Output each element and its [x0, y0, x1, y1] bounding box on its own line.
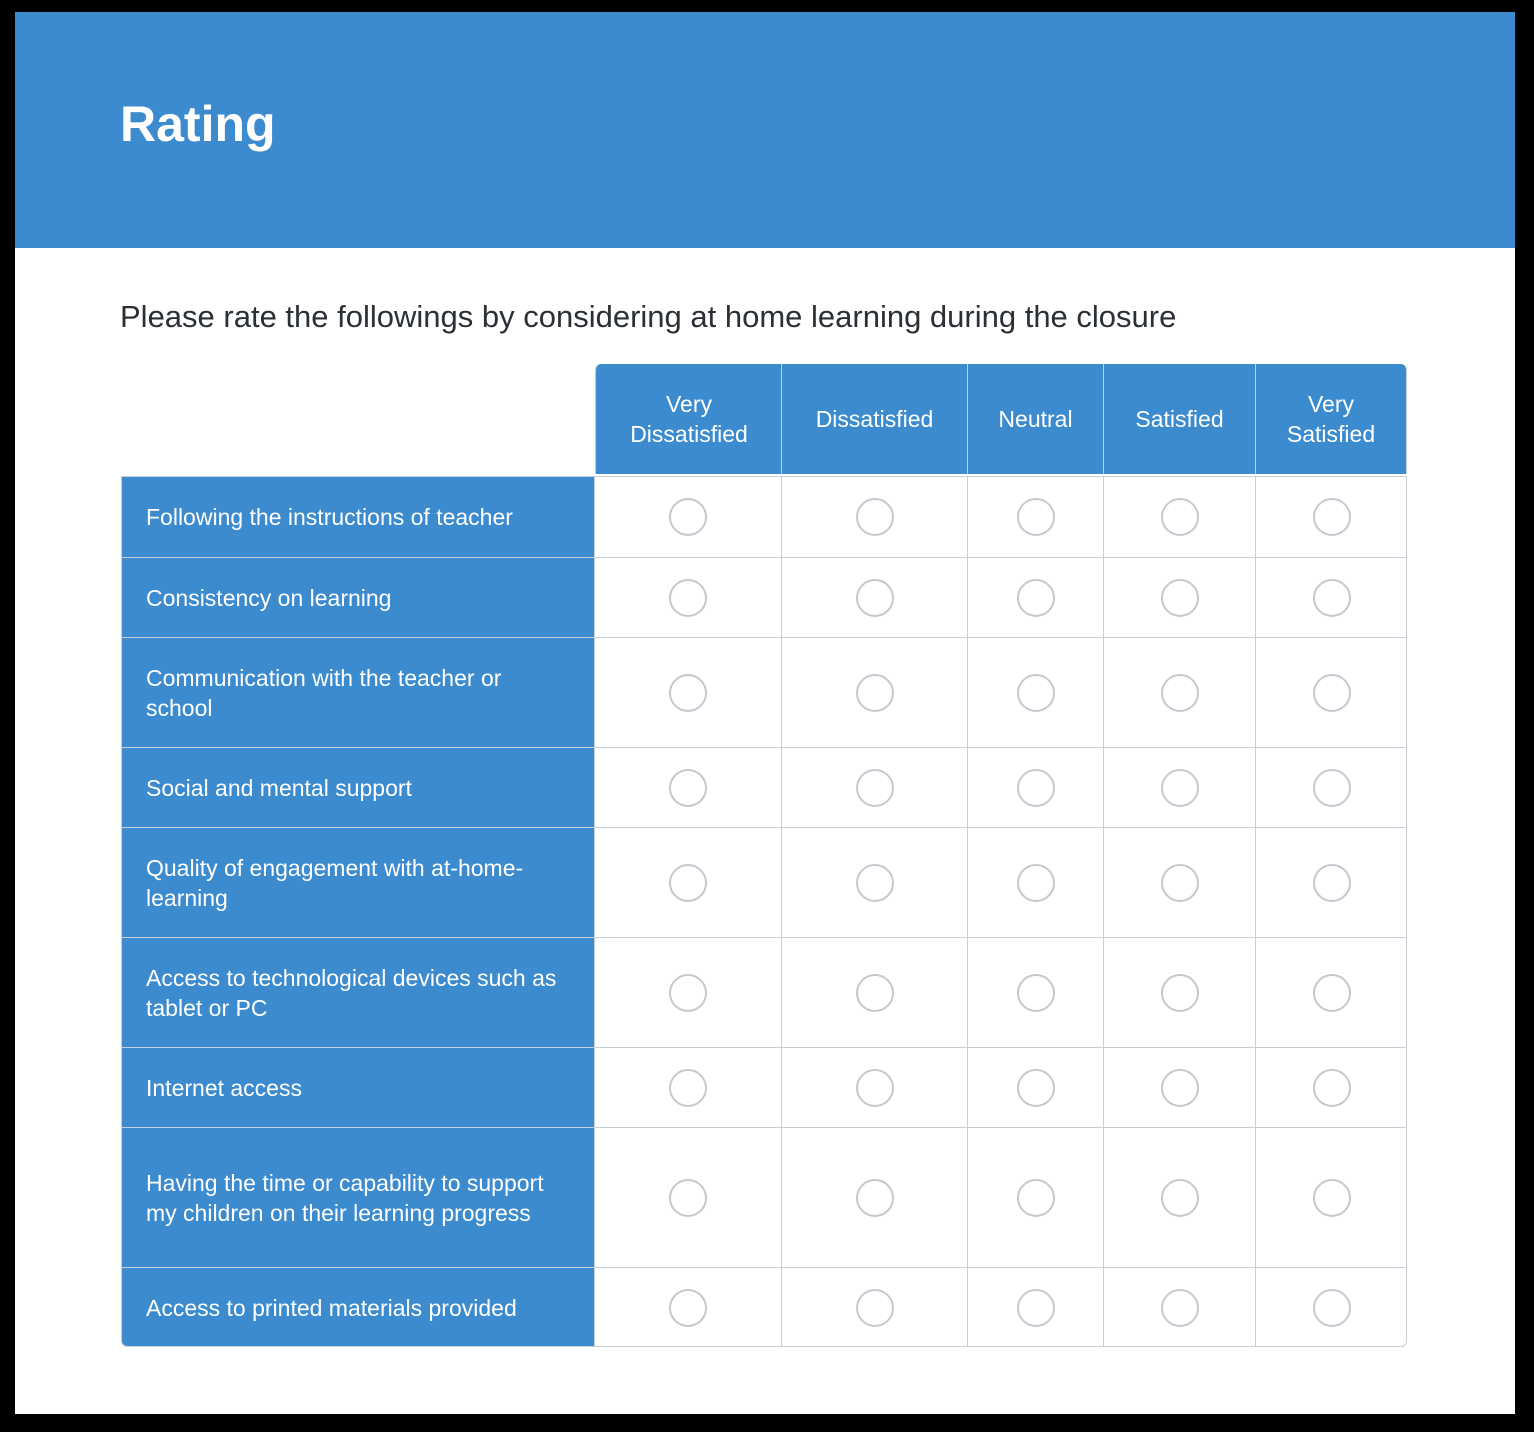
column-header-very-dissatisfied: Very Dissatisfied: [595, 364, 782, 474]
radio-dissatisfied[interactable]: [855, 863, 894, 902]
column-header-very-satisfied: Very Satisfied: [1255, 364, 1407, 474]
radio-dissatisfied[interactable]: [855, 498, 894, 536]
matrix-row: Quality of engagement with at-home-learn…: [122, 827, 1406, 937]
matrix-row: Communication with the teacher or school: [122, 637, 1406, 747]
radio-neutral[interactable]: [1016, 768, 1055, 807]
rating-matrix: Following the instructions of teacher Co…: [121, 476, 1407, 1347]
radio-very-dissatisfied[interactable]: [669, 578, 707, 617]
radio-neutral[interactable]: [1016, 973, 1055, 1012]
radio-satisfied[interactable]: [1160, 578, 1199, 617]
survey-card: Rating Please rate the followings by con…: [15, 12, 1515, 1414]
radio-neutral[interactable]: [1016, 1068, 1055, 1107]
row-label-technological-devices: Access to technological devices such as …: [122, 938, 595, 1047]
radio-neutral[interactable]: [1016, 673, 1055, 712]
matrix-row: Having the time or capability to support…: [122, 1127, 1406, 1267]
radio-very-satisfied[interactable]: [1312, 973, 1351, 1012]
radio-dissatisfied[interactable]: [855, 973, 894, 1012]
radio-dissatisfied[interactable]: [855, 768, 894, 807]
row-label-internet-access: Internet access: [122, 1048, 595, 1127]
radio-very-dissatisfied[interactable]: [669, 863, 707, 902]
radio-satisfied[interactable]: [1160, 673, 1199, 712]
radio-very-satisfied[interactable]: [1312, 1178, 1351, 1217]
radio-neutral[interactable]: [1016, 498, 1055, 536]
radio-satisfied[interactable]: [1160, 768, 1199, 807]
form-header: Rating: [15, 12, 1515, 248]
row-label-time-capability: Having the time or capability to support…: [122, 1128, 595, 1267]
radio-very-satisfied[interactable]: [1312, 498, 1351, 536]
row-label-quality-engagement: Quality of engagement with at-home-learn…: [122, 828, 595, 937]
radio-satisfied[interactable]: [1160, 1288, 1199, 1327]
radio-very-dissatisfied[interactable]: [669, 498, 707, 536]
matrix-row: Following the instructions of teacher: [122, 477, 1406, 557]
row-label-following-instructions: Following the instructions of teacher: [122, 477, 595, 557]
radio-very-dissatisfied[interactable]: [669, 673, 707, 712]
radio-very-satisfied[interactable]: [1312, 768, 1351, 807]
row-label-printed-materials: Access to printed materials provided: [122, 1268, 595, 1346]
question-text: Please rate the followings by considerin…: [120, 299, 1177, 334]
matrix-row: Access to printed materials provided: [122, 1267, 1406, 1346]
radio-satisfied[interactable]: [1160, 973, 1199, 1012]
radio-satisfied[interactable]: [1160, 863, 1199, 902]
radio-neutral[interactable]: [1016, 1178, 1055, 1217]
row-label-social-mental-support: Social and mental support: [122, 748, 595, 827]
row-label-communication: Communication with the teacher or school: [122, 638, 595, 747]
column-header-satisfied: Satisfied: [1103, 364, 1255, 474]
radio-dissatisfied[interactable]: [855, 578, 894, 617]
matrix-row: Social and mental support: [122, 747, 1406, 827]
radio-very-dissatisfied[interactable]: [669, 1288, 707, 1327]
radio-very-satisfied[interactable]: [1312, 1288, 1351, 1327]
matrix-row: Access to technological devices such as …: [122, 937, 1406, 1047]
row-label-consistency: Consistency on learning: [122, 558, 595, 637]
radio-neutral[interactable]: [1016, 863, 1055, 902]
radio-neutral[interactable]: [1016, 578, 1055, 617]
radio-very-dissatisfied[interactable]: [669, 1178, 707, 1217]
column-header-dissatisfied: Dissatisfied: [781, 364, 967, 474]
matrix-row: Consistency on learning: [122, 557, 1406, 637]
radio-very-satisfied[interactable]: [1312, 863, 1351, 902]
radio-satisfied[interactable]: [1160, 498, 1199, 536]
radio-very-dissatisfied[interactable]: [669, 973, 707, 1012]
radio-very-dissatisfied[interactable]: [669, 768, 707, 807]
column-header-neutral: Neutral: [967, 364, 1103, 474]
radio-satisfied[interactable]: [1160, 1068, 1199, 1107]
radio-dissatisfied[interactable]: [855, 1288, 894, 1327]
radio-dissatisfied[interactable]: [855, 1178, 894, 1217]
matrix-row: Internet access: [122, 1047, 1406, 1127]
radio-dissatisfied[interactable]: [855, 673, 894, 712]
page-title: Rating: [120, 96, 276, 152]
radio-very-satisfied[interactable]: [1312, 673, 1351, 712]
radio-satisfied[interactable]: [1160, 1178, 1199, 1217]
radio-very-dissatisfied[interactable]: [669, 1068, 707, 1107]
radio-very-satisfied[interactable]: [1312, 1068, 1351, 1107]
radio-dissatisfied[interactable]: [855, 1068, 894, 1107]
radio-neutral[interactable]: [1016, 1288, 1055, 1327]
radio-very-satisfied[interactable]: [1312, 578, 1351, 617]
